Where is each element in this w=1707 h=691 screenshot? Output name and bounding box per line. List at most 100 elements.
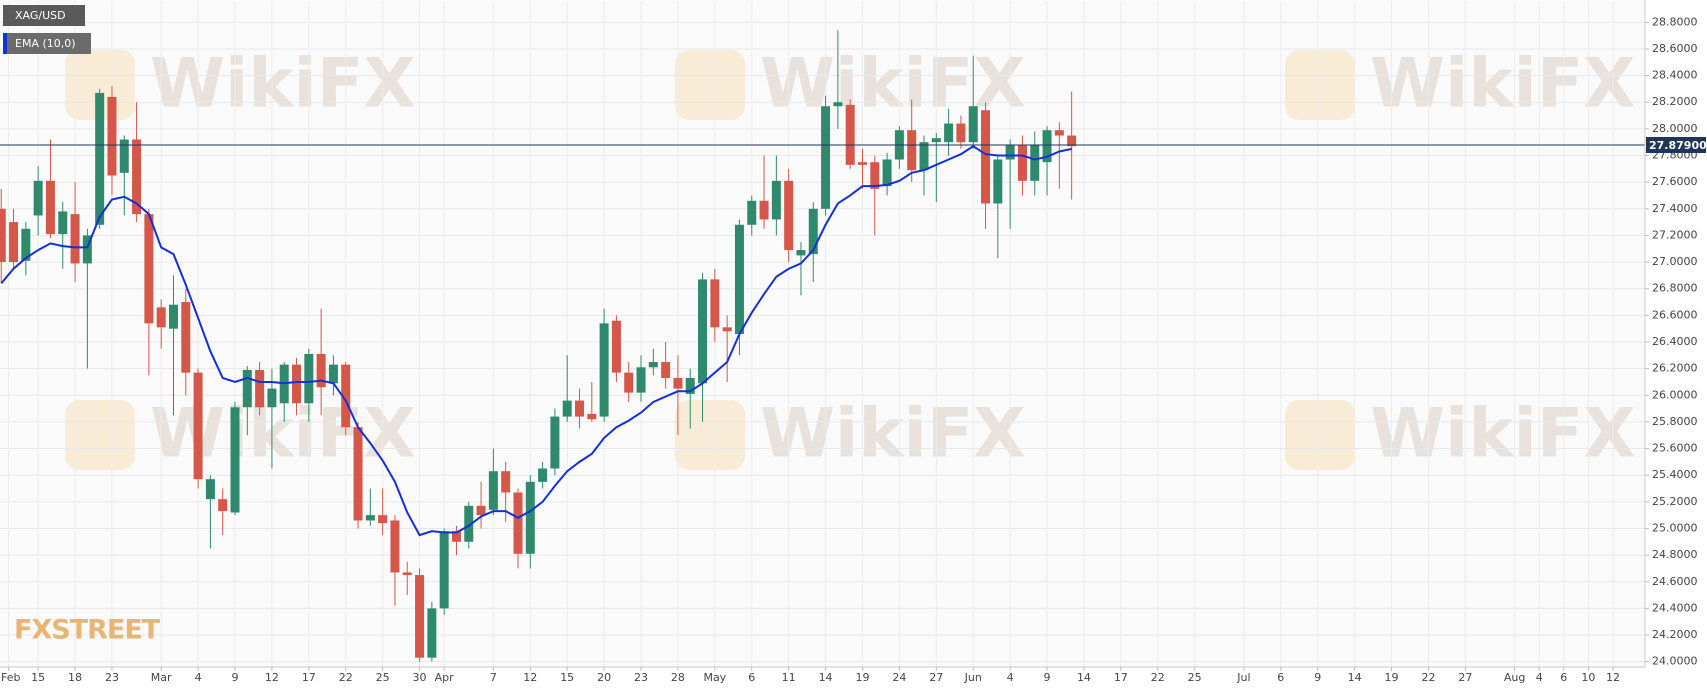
candle-body: [599, 323, 609, 417]
candle-body: [685, 377, 695, 394]
candle-body: [341, 364, 351, 428]
y-tick-label: 28.2000: [1652, 95, 1698, 108]
x-tick-label: Jul: [1236, 671, 1250, 684]
x-tick-label: 11: [782, 671, 796, 684]
x-tick-label: 18: [68, 671, 82, 684]
candle-body: [58, 211, 68, 235]
candle-body: [82, 235, 92, 264]
candle-body: [119, 139, 129, 173]
y-tick-label: 25.2000: [1652, 495, 1698, 508]
x-tick-label: 23: [634, 671, 648, 684]
y-tick-label: 24.4000: [1652, 601, 1698, 614]
candle-body: [132, 139, 142, 215]
candle-body: [0, 208, 6, 263]
candle-body: [144, 214, 154, 324]
candle-body: [698, 279, 708, 384]
watermark-icon: [65, 400, 135, 470]
candle-body: [427, 608, 437, 658]
candle-body: [107, 96, 117, 176]
candle-body: [648, 361, 658, 368]
candle-body: [587, 413, 597, 420]
y-tick-label: 28.4000: [1652, 69, 1698, 82]
candle-body: [328, 364, 338, 384]
watermark: WikiFX: [1370, 395, 1636, 474]
candle-body: [734, 224, 744, 334]
y-tick-label: 25.6000: [1652, 442, 1698, 455]
x-tick-label: 12: [1606, 671, 1620, 684]
candle-body: [292, 364, 302, 404]
x-tick-label: 22: [339, 671, 353, 684]
candle-body: [907, 130, 917, 171]
y-tick-label: 24.0000: [1652, 655, 1698, 668]
y-tick-label: 26.0000: [1652, 388, 1698, 401]
candle-body: [513, 492, 523, 554]
x-tick-label: 15: [560, 671, 574, 684]
candle-body: [390, 520, 400, 573]
candle-body: [1042, 130, 1052, 163]
candle-body: [464, 505, 474, 542]
y-tick-label: 24.6000: [1652, 575, 1698, 588]
candle-body: [562, 400, 572, 417]
y-tick-label: 25.8000: [1652, 415, 1698, 428]
candle-body: [255, 369, 265, 408]
x-tick-label: 6: [1560, 671, 1567, 684]
x-tick-label: 6: [1277, 671, 1284, 684]
x-tick-label: 30: [413, 671, 427, 684]
candle-body: [747, 200, 757, 225]
candle-body: [365, 515, 375, 521]
y-tick-label: 27.0000: [1652, 255, 1698, 268]
x-tick-label: 22: [1421, 671, 1435, 684]
candle-body: [538, 468, 548, 482]
candle-body: [981, 110, 991, 204]
ema-badge: [3, 33, 91, 54]
y-tick-label: 27.2000: [1652, 228, 1698, 241]
y-tick-label: 28.8000: [1652, 15, 1698, 28]
watermark-icon: [675, 400, 745, 470]
candle-body: [722, 327, 732, 332]
candle-body: [439, 531, 449, 609]
x-tick-label: 4: [195, 671, 202, 684]
x-tick-label: 4: [1536, 671, 1543, 684]
candle-body: [402, 572, 412, 576]
candle-body: [304, 353, 314, 404]
x-tick-label: 27: [1458, 671, 1472, 684]
candle-body: [205, 479, 215, 500]
candle-body: [193, 372, 203, 480]
y-tick-label: 26.8000: [1652, 282, 1698, 295]
logo: FXSTREET: [14, 615, 161, 646]
watermark-icon: [675, 50, 745, 120]
ema-swatch: [3, 33, 7, 54]
x-tick-label: 24: [892, 671, 906, 684]
candle-body: [833, 102, 843, 107]
x-tick-label: 25: [376, 671, 390, 684]
x-tick-label: 14: [1077, 671, 1091, 684]
candle-body: [636, 367, 646, 393]
candle-body: [1017, 144, 1027, 181]
x-tick-label: May: [703, 671, 726, 684]
x-tick-label: 19: [855, 671, 869, 684]
candle-body: [575, 400, 585, 417]
candle-body: [550, 416, 560, 469]
candle-body: [857, 162, 867, 165]
candle-body: [968, 106, 978, 143]
candle-body: [931, 138, 941, 143]
x-tick-label: 9: [1314, 671, 1321, 684]
x-tick-label: 10: [1581, 671, 1595, 684]
candle-body: [919, 142, 929, 171]
watermark-icon: [1285, 50, 1355, 120]
watermark-icon: [1285, 400, 1355, 470]
candle-body: [821, 106, 831, 209]
candle-body: [45, 180, 55, 235]
y-tick-label: 25.0000: [1652, 521, 1698, 534]
marks: [0, 30, 1645, 662]
y-tick-label: 25.4000: [1652, 468, 1698, 481]
candle-body: [1054, 130, 1064, 136]
candle-body: [242, 369, 252, 408]
y-tick-label: 27.6000: [1652, 175, 1698, 188]
candle-body: [1030, 144, 1040, 181]
x-tick-label: 19: [1385, 671, 1399, 684]
x-tick-label: 14: [819, 671, 833, 684]
candle-body: [882, 159, 892, 187]
candle-body: [771, 180, 781, 220]
x-tick-label: 14: [1348, 671, 1362, 684]
